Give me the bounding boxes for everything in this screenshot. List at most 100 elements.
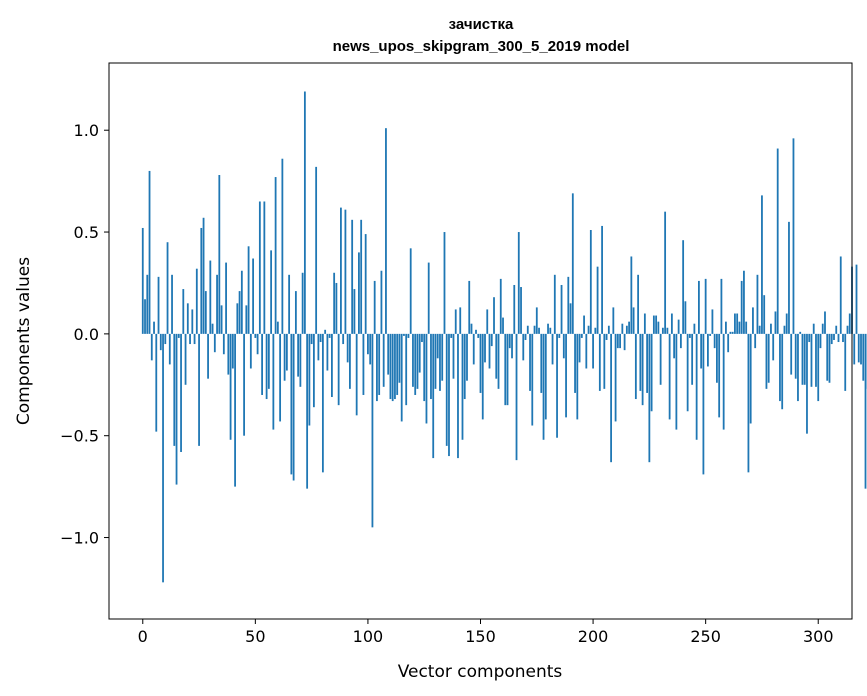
bar-99: [364, 234, 367, 334]
bar-24: [195, 268, 198, 334]
bar-28: [204, 291, 207, 334]
bar-82: [326, 333, 329, 371]
bar-232: [664, 211, 667, 334]
bar-192: [574, 333, 576, 393]
bar-88: [340, 207, 342, 334]
bar-78: [317, 333, 320, 361]
bar-201: [594, 327, 597, 334]
bar-258: [722, 333, 725, 430]
bar-162: [506, 333, 509, 406]
bar-250: [704, 278, 707, 334]
x-tick-label: 0: [138, 627, 148, 646]
bar-134: [443, 232, 446, 334]
bar-60: [276, 321, 279, 334]
bar-87: [337, 333, 340, 406]
bar-300: [817, 333, 820, 402]
bar-140: [457, 333, 459, 459]
bar-155: [490, 333, 493, 347]
bar-284: [781, 333, 784, 410]
bar-193: [576, 333, 579, 420]
bar-120: [412, 333, 414, 387]
bar-172: [529, 333, 531, 391]
bar-59: [274, 177, 277, 334]
bar-40: [231, 333, 234, 369]
bar-157: [495, 333, 498, 379]
bar-122: [416, 333, 419, 389]
bar-18: [182, 289, 185, 334]
x-tick-label: 100: [353, 627, 384, 646]
bar-73: [306, 333, 309, 489]
bar-196: [583, 315, 585, 334]
bar-113: [396, 333, 399, 395]
bar-58: [272, 333, 275, 430]
bars-group: [141, 91, 867, 583]
bar-144: [466, 333, 468, 381]
bar-102: [371, 333, 374, 528]
bar-199: [589, 230, 592, 334]
bar-253: [711, 309, 714, 334]
bar-229: [657, 321, 660, 334]
bar-160: [502, 317, 504, 334]
bar-225: [648, 333, 651, 463]
bar-311: [842, 333, 844, 343]
bar-23: [193, 333, 196, 345]
bar-135: [445, 333, 448, 446]
bar-79: [319, 333, 322, 343]
bar-214: [623, 333, 626, 351]
bar-220: [637, 274, 640, 334]
bar-94: [353, 289, 356, 334]
bar-213: [621, 323, 624, 334]
bar-222: [641, 333, 644, 406]
bar-139: [454, 309, 457, 334]
bar-239: [679, 333, 682, 349]
bar-146: [470, 323, 473, 334]
bar-224: [646, 333, 649, 393]
bar-54: [263, 201, 266, 334]
bar-10: [164, 333, 167, 345]
bar-228: [655, 315, 658, 334]
bar-262: [731, 331, 734, 334]
bar-9: [162, 333, 164, 583]
bar-184: [556, 333, 558, 438]
x-tick-label: 50: [245, 627, 265, 646]
bar-273: [756, 274, 759, 334]
bar-287: [788, 221, 790, 334]
bar-238: [677, 319, 680, 334]
bar-105: [378, 333, 381, 395]
y-tick-label: −0.5: [60, 427, 99, 446]
bar-312: [844, 333, 847, 391]
bar-180: [547, 323, 549, 334]
bar-67: [292, 333, 295, 481]
bar-261: [729, 331, 732, 334]
bar-149: [477, 333, 480, 338]
bar-74: [308, 333, 311, 426]
bar-289: [792, 138, 795, 334]
bar-198: [587, 325, 590, 334]
bar-27: [202, 217, 205, 334]
bar-277: [765, 333, 768, 389]
bar-203: [598, 333, 601, 391]
y-axis-label: Components values: [14, 257, 34, 425]
bar-84: [331, 333, 333, 398]
bar-170: [524, 333, 527, 340]
bar-308: [835, 325, 838, 334]
bar-118: [407, 333, 410, 338]
bar-317: [855, 264, 858, 334]
bar-282: [776, 148, 779, 334]
bar-227: [652, 315, 655, 334]
bar-212: [619, 333, 621, 349]
bar-50: [254, 333, 257, 338]
bar-175: [535, 307, 538, 334]
bar-185: [558, 333, 561, 338]
bar-32: [213, 333, 216, 353]
bar-14: [173, 333, 176, 446]
bar-296: [808, 333, 811, 343]
bar-1: [144, 299, 146, 334]
bar-138: [452, 333, 455, 379]
bar-44: [240, 270, 243, 334]
bar-263: [734, 313, 736, 334]
bar-269: [747, 333, 750, 473]
bar-226: [650, 333, 653, 412]
bar-98: [362, 333, 365, 395]
